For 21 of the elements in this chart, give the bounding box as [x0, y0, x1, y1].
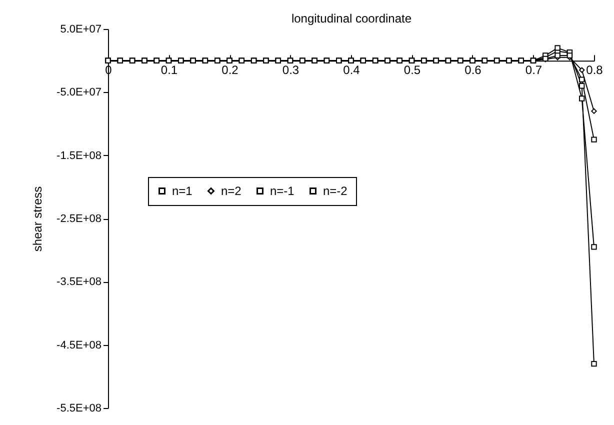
y-tick-label: -2.5E+08 [56, 213, 102, 225]
legend-label: n=-1 [270, 184, 295, 198]
x-tick-label: 0.3 [282, 63, 300, 78]
legend-label: n=2 [221, 184, 242, 198]
x-axis-title: longitudinal coordinate [291, 12, 412, 26]
y-tick-label: 5.0E+07 [60, 24, 102, 36]
legend-label: n=1 [172, 184, 193, 198]
y-axis-title: shear stress [30, 186, 45, 252]
x-tick-label: 0.8 [586, 63, 604, 78]
y-tick-label: -3.5E+08 [56, 276, 102, 288]
y-tick-label: -5.5E+08 [56, 402, 102, 414]
x-tick-label: 0.5 [404, 63, 421, 78]
x-tick-label: 0.6 [464, 63, 482, 78]
legend-label: n=-2 [323, 184, 348, 198]
y-tick-label: -4.5E+08 [56, 339, 102, 352]
y-tick-label: -5.0E+07 [56, 86, 102, 99]
x-tick-label: 0.7 [525, 63, 542, 78]
x-tick-label: 0.1 [160, 63, 178, 78]
y-tick-label: -1.5E+08 [56, 150, 102, 162]
x-tick-label: 0.4 [343, 63, 360, 78]
x-tick-label: 0.2 [222, 63, 239, 78]
